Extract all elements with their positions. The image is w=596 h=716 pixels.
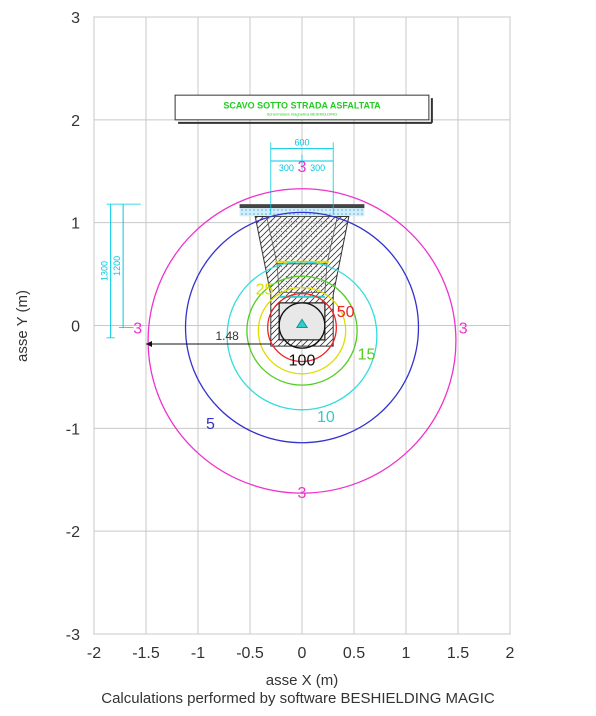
contour-25 [257, 286, 347, 375]
distance-annotation-label: 1.48 [215, 329, 239, 343]
x-tick-labels: -2 -1.5 -1 -0.5 0 0.5 1 1.5 2 [87, 645, 515, 662]
y-tick-label: 1 [71, 216, 80, 233]
contour-15 [246, 275, 358, 386]
grid [93, 16, 511, 635]
x-tick-label: 1.5 [447, 645, 469, 662]
dimension-depth-inner-label: 1200 [112, 256, 122, 276]
x-tick-label: -0.5 [236, 645, 264, 662]
dimension-depth-outer-label: 1300 [100, 261, 110, 281]
x-tick-label: 1 [402, 645, 411, 662]
cable-trench-drawing: SCAVO SOTTO STRADA ASFALTATASchermatura … [100, 94, 433, 347]
road-surface [239, 204, 365, 209]
y-tick-label: 2 [71, 113, 80, 130]
distance-annotation-arrow [146, 341, 152, 348]
dimension-half-left-label: 300 [279, 163, 294, 173]
x-axis-title: asse X (m) [266, 672, 339, 689]
contour-label: 3 [459, 321, 468, 338]
contour-label: 100 [289, 352, 316, 369]
contour-label: 5 [206, 416, 215, 433]
backfill-middle [276, 263, 328, 293]
y-tick-label: 3 [71, 10, 80, 27]
banner-title: SCAVO SOTTO STRADA ASFALTATA [223, 100, 381, 110]
banner-subtitle: Schermatura magnetica BESHIELDING [267, 111, 337, 116]
contour-100 [278, 302, 326, 349]
contour-5 [184, 211, 420, 444]
contour-label: 15 [358, 346, 376, 363]
x-tick-label: 0 [298, 645, 307, 662]
y-tick-label: -3 [66, 627, 80, 644]
y-tick-label: -1 [66, 421, 80, 438]
contour-label: 50 [337, 304, 355, 321]
dimension-half-right-label: 300 [310, 163, 325, 173]
contour-label: 3 [298, 159, 307, 176]
y-tick-labels: -3 -2 -1 0 1 2 3 [66, 10, 80, 644]
contour-lines: 1.48 [146, 188, 457, 494]
y-axis-title: asse Y (m) [14, 290, 31, 362]
contour-3 [147, 188, 457, 494]
contour-label: 3 [298, 485, 307, 502]
software-credit-caption: Calculations performed by software BESHI… [101, 690, 495, 707]
contour-label: 10 [317, 409, 335, 426]
contour-10 [226, 261, 378, 411]
x-tick-label: -2 [87, 645, 101, 662]
contour-label: 25 [256, 281, 274, 298]
backfill-upper [266, 216, 338, 265]
x-tick-label: -1.5 [132, 645, 160, 662]
cable-trefoil [295, 318, 309, 329]
contour-50 [267, 292, 337, 363]
banner-box [174, 94, 430, 121]
x-tick-label: -1 [191, 645, 205, 662]
x-tick-label: 2 [506, 645, 515, 662]
contour-labels: 3 3 3 3 5 10 15 25 50 100 [133, 159, 468, 502]
contour-label: 3 [133, 321, 142, 338]
y-tick-label: -2 [66, 524, 80, 541]
x-tick-label: 0.5 [343, 645, 365, 662]
dimension-width-label: 600 [294, 138, 309, 148]
y-tick-label: 0 [71, 319, 80, 336]
